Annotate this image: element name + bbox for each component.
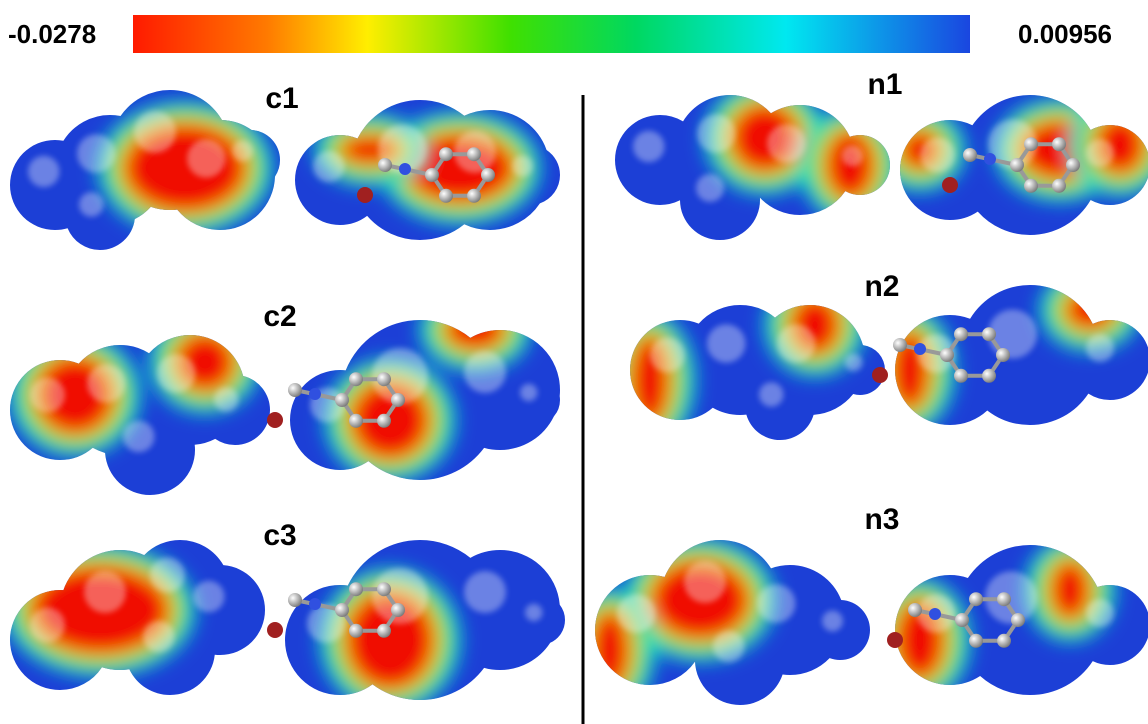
panel-label: n2 [864,270,899,303]
panel-label: n1 [867,68,902,101]
panel-label: n3 [864,503,899,536]
colorbar-max: 0.00956 [1018,19,1112,49]
panel-label: c3 [263,519,296,552]
molecules [0,0,1148,724]
colorbar-min: -0.0278 [8,19,96,49]
panel-label: c2 [263,300,296,333]
colorbar [133,15,970,53]
panel-label: c1 [265,82,298,115]
figure: -0.0278 0.00956 c1 c2 c3 n1 n2 n3 [0,0,1148,724]
